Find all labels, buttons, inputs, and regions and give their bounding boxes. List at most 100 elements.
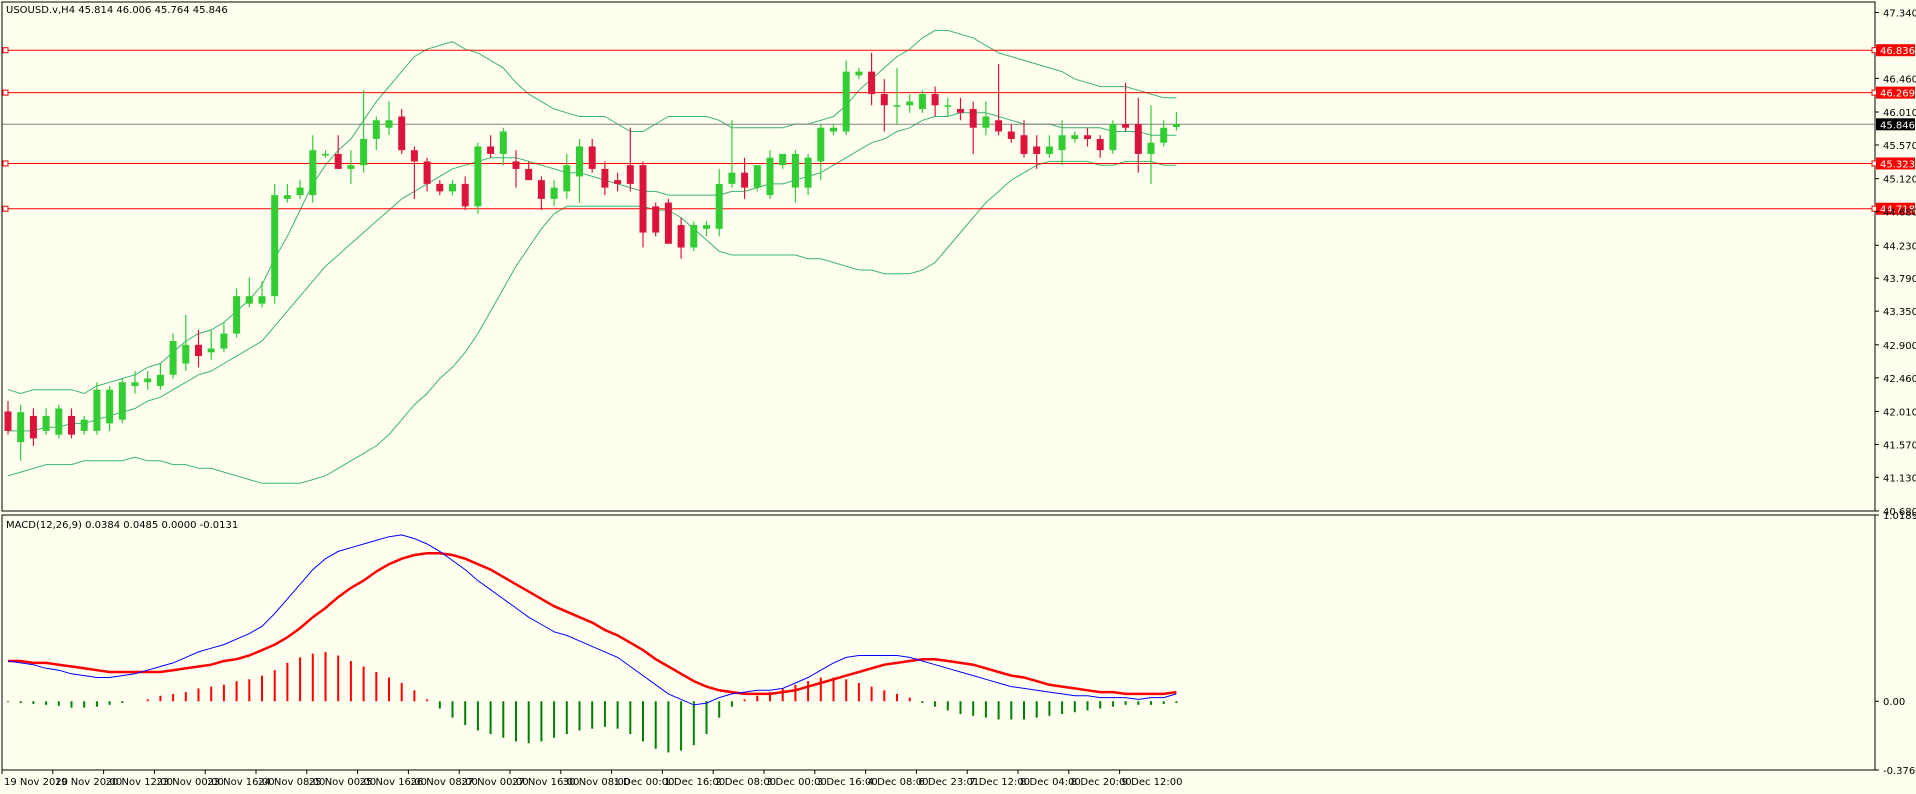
candle[interactable] — [347, 150, 355, 184]
candle[interactable] — [779, 153, 787, 169]
candle[interactable] — [93, 382, 101, 435]
candle[interactable] — [550, 180, 558, 207]
candle[interactable] — [677, 217, 685, 259]
candle[interactable] — [322, 150, 329, 158]
candle[interactable] — [1045, 135, 1053, 158]
candle[interactable] — [474, 142, 482, 214]
candle[interactable] — [487, 135, 495, 158]
candle[interactable] — [563, 153, 571, 199]
candle[interactable] — [233, 288, 241, 338]
candle[interactable] — [372, 116, 380, 151]
candle[interactable] — [195, 329, 202, 368]
candle[interactable] — [42, 408, 50, 435]
candle[interactable] — [1058, 120, 1066, 166]
candle[interactable] — [1033, 135, 1041, 169]
candle[interactable] — [398, 109, 406, 154]
candle[interactable] — [1020, 120, 1028, 158]
candle[interactable] — [182, 314, 190, 372]
candle[interactable] — [614, 172, 622, 192]
candle[interactable] — [715, 168, 723, 237]
candle[interactable] — [423, 157, 431, 192]
candle[interactable] — [118, 378, 126, 424]
candle[interactable] — [1122, 82, 1130, 132]
candle[interactable] — [283, 183, 291, 203]
candle[interactable] — [4, 400, 12, 435]
candle[interactable] — [880, 79, 888, 132]
candle[interactable] — [766, 150, 774, 199]
candle[interactable] — [334, 135, 342, 169]
candle[interactable] — [626, 127, 634, 192]
candle[interactable] — [296, 180, 304, 199]
candle[interactable] — [68, 408, 75, 439]
candle[interactable] — [842, 60, 850, 136]
candle[interactable] — [791, 150, 799, 203]
candle[interactable] — [385, 101, 393, 136]
candle[interactable] — [855, 67, 863, 80]
candle[interactable] — [1096, 135, 1104, 158]
candle[interactable] — [537, 176, 545, 211]
candle[interactable] — [690, 221, 698, 252]
candle[interactable] — [753, 165, 761, 192]
candle[interactable] — [969, 101, 977, 154]
candle[interactable] — [1160, 120, 1168, 147]
candle[interactable] — [245, 277, 253, 308]
candle[interactable] — [169, 333, 177, 379]
candle[interactable] — [741, 157, 749, 199]
candle[interactable] — [830, 124, 837, 136]
level-handle-1[interactable] — [2, 89, 9, 96]
candle[interactable] — [982, 101, 990, 136]
candle[interactable] — [55, 404, 63, 439]
candle[interactable] — [652, 202, 660, 237]
candle[interactable] — [906, 94, 914, 113]
candle[interactable] — [156, 363, 164, 390]
candle[interactable] — [1071, 131, 1079, 143]
candle[interactable] — [893, 67, 901, 125]
candle[interactable] — [80, 415, 88, 435]
candle[interactable] — [220, 322, 228, 353]
candle[interactable] — [525, 161, 533, 181]
macd-pane[interactable] — [1, 514, 1876, 771]
level-handle-3[interactable] — [2, 205, 9, 212]
candle[interactable] — [360, 90, 368, 173]
candle[interactable] — [106, 385, 114, 431]
candle[interactable] — [1007, 124, 1015, 143]
candle[interactable] — [258, 281, 266, 308]
candle[interactable] — [436, 180, 444, 196]
candle[interactable] — [995, 64, 1003, 136]
candle[interactable] — [29, 408, 37, 446]
candle[interactable] — [664, 198, 672, 244]
candle[interactable] — [804, 153, 812, 196]
level-handle-0[interactable] — [2, 47, 9, 54]
candle[interactable] — [576, 138, 583, 203]
candle[interactable] — [1084, 127, 1091, 147]
candle[interactable] — [601, 161, 609, 196]
candle[interactable] — [499, 127, 507, 166]
candle[interactable] — [17, 404, 25, 461]
candle[interactable] — [944, 97, 952, 117]
candle[interactable] — [461, 176, 469, 211]
candle[interactable] — [931, 86, 939, 117]
candle[interactable] — [639, 161, 647, 248]
candle[interactable] — [1134, 97, 1142, 173]
candle[interactable] — [410, 146, 418, 199]
candle[interactable] — [957, 97, 964, 121]
candle[interactable] — [817, 124, 825, 181]
candle[interactable] — [868, 52, 876, 106]
candle[interactable] — [449, 180, 456, 196]
candle[interactable] — [512, 150, 520, 188]
candle[interactable] — [918, 90, 926, 113]
candle[interactable] — [144, 371, 152, 390]
candle[interactable] — [1172, 112, 1180, 131]
level-handle-2[interactable] — [2, 160, 9, 167]
candle[interactable] — [728, 120, 736, 188]
candle[interactable] — [309, 135, 317, 203]
candle[interactable] — [1109, 120, 1117, 154]
candle[interactable] — [703, 221, 710, 237]
candle[interactable] — [207, 329, 215, 360]
candle[interactable] — [131, 371, 139, 394]
candle[interactable] — [1147, 105, 1155, 184]
price-pane[interactable] — [1, 1, 1876, 512]
candle[interactable] — [271, 183, 279, 304]
